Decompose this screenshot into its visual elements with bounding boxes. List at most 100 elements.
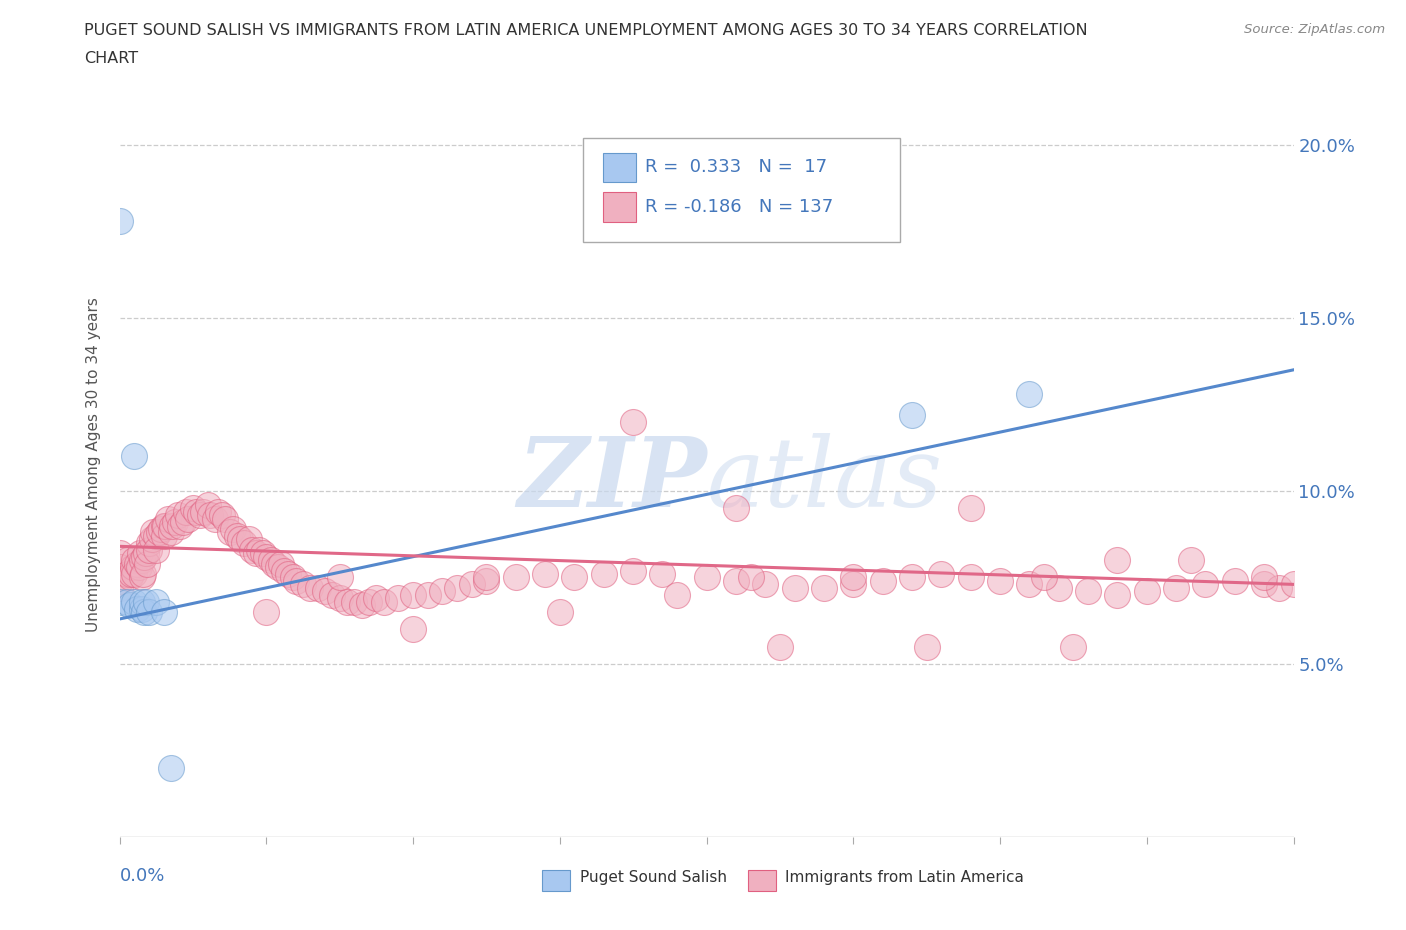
Point	[218, 525, 240, 540]
Point	[1077, 584, 1099, 599]
Point	[152, 528, 174, 543]
Point	[446, 580, 468, 595]
Point	[696, 570, 718, 585]
Point	[273, 563, 295, 578]
Point	[138, 542, 160, 557]
Point	[115, 566, 138, 581]
Point	[534, 566, 557, 581]
Point	[336, 594, 359, 609]
Point	[172, 514, 194, 529]
Point	[1018, 387, 1040, 402]
Point	[122, 594, 145, 609]
Point	[307, 580, 329, 595]
Point	[108, 214, 131, 229]
Point	[160, 761, 183, 776]
Point	[191, 504, 214, 519]
Point	[284, 574, 307, 589]
Point	[357, 594, 380, 609]
Point	[121, 560, 143, 575]
Point	[145, 528, 167, 543]
Bar	[603, 192, 636, 221]
Point	[260, 552, 283, 567]
Point	[1194, 577, 1216, 591]
Point	[132, 566, 155, 581]
Point	[1268, 580, 1291, 595]
Point	[207, 504, 229, 519]
Point	[240, 542, 263, 557]
Point	[108, 560, 131, 575]
Point	[813, 580, 835, 595]
Point	[1164, 580, 1187, 595]
Point	[131, 594, 153, 609]
Point	[724, 574, 747, 589]
Point	[350, 598, 373, 613]
Point	[238, 532, 260, 547]
Point	[754, 577, 776, 591]
Bar	[748, 870, 776, 891]
Point	[221, 522, 243, 537]
Point	[281, 570, 304, 585]
Point	[142, 525, 165, 540]
Point	[1033, 570, 1056, 585]
Point	[314, 584, 336, 599]
Point	[621, 563, 644, 578]
Point	[188, 508, 211, 523]
Point	[548, 604, 571, 619]
Point	[366, 591, 388, 605]
Point	[136, 556, 159, 571]
Point	[901, 407, 924, 422]
Point	[1136, 584, 1159, 599]
Point	[169, 518, 191, 533]
Point	[564, 570, 586, 585]
Point	[621, 414, 644, 429]
Point	[162, 518, 184, 533]
Y-axis label: Unemployment Among Ages 30 to 34 years: Unemployment Among Ages 30 to 34 years	[86, 298, 101, 632]
Point	[131, 570, 153, 585]
Point	[291, 577, 314, 591]
Point	[211, 508, 233, 523]
Point	[915, 639, 938, 654]
Point	[1107, 588, 1129, 603]
Point	[153, 518, 176, 533]
Point	[204, 512, 226, 526]
Point	[197, 498, 219, 512]
Point	[134, 604, 156, 619]
Point	[842, 570, 865, 585]
Point	[343, 594, 366, 609]
Point	[118, 598, 141, 613]
Text: Source: ZipAtlas.com: Source: ZipAtlas.com	[1244, 23, 1385, 36]
Point	[769, 639, 792, 654]
Text: R =  0.333   N =  17: R = 0.333 N = 17	[645, 158, 828, 177]
Point	[141, 532, 163, 547]
Point	[134, 550, 156, 565]
Point	[329, 570, 352, 585]
FancyBboxPatch shape	[583, 138, 900, 242]
Point	[666, 588, 689, 603]
Point	[118, 570, 141, 585]
Text: Puget Sound Salish: Puget Sound Salish	[579, 870, 727, 885]
Point	[460, 577, 484, 591]
Point	[1253, 570, 1275, 585]
Point	[115, 552, 138, 567]
Text: atlas: atlas	[707, 432, 942, 527]
Point	[1047, 580, 1070, 595]
Point	[214, 512, 236, 526]
Point	[200, 508, 222, 523]
Point	[129, 546, 152, 561]
Point	[254, 550, 277, 565]
Text: CHART: CHART	[84, 51, 138, 66]
Point	[127, 601, 149, 616]
Point	[254, 604, 277, 619]
Point	[475, 570, 498, 585]
Point	[959, 570, 981, 585]
Point	[402, 622, 425, 637]
Point	[329, 591, 352, 605]
Point	[1223, 574, 1246, 589]
Point	[1062, 639, 1084, 654]
Point	[263, 556, 285, 571]
Bar	[603, 153, 636, 182]
Point	[122, 449, 145, 464]
Point	[149, 522, 172, 537]
Point	[592, 566, 614, 581]
Point	[108, 580, 131, 595]
